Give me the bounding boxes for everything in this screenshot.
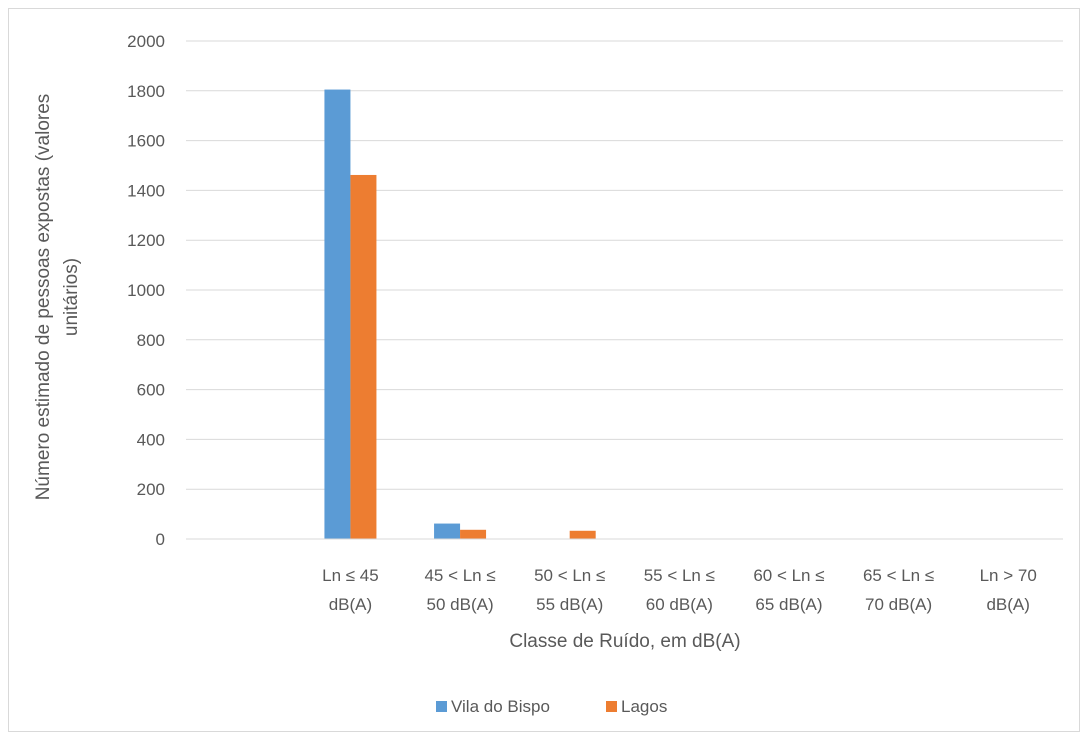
y-tick-label: 1800 <box>127 82 165 101</box>
x-tick-label: dB(A) <box>329 595 372 614</box>
y-tick-label: 800 <box>137 331 165 350</box>
x-tick-label: 45 < Ln ≤ <box>424 566 495 585</box>
chart-frame: 0 200 400 600 800 1000 1200 1400 1600 1800 2000 Ln… <box>8 8 1080 732</box>
bar <box>350 174 377 539</box>
x-tick-label: 65 dB(A) <box>755 595 822 614</box>
legend-label: Lagos <box>621 697 667 716</box>
x-tick-label: 55 dB(A) <box>536 595 603 614</box>
y-tick-label: 400 <box>137 430 165 449</box>
bar <box>460 529 487 539</box>
bar-chart: 0 200 400 600 800 1000 1200 1400 1600 1800 2000 Ln… <box>33 32 1063 716</box>
x-tick-label: Ln > 70 <box>980 566 1037 585</box>
bars <box>324 89 596 540</box>
y-tick-label: 1600 <box>127 132 165 151</box>
y-axis-ticks: 0 200 400 600 800 1000 1200 1400 1600 1800 2000 <box>127 32 165 549</box>
x-tick-label: 50 dB(A) <box>427 595 494 614</box>
x-tick-label: 70 dB(A) <box>865 595 932 614</box>
x-axis-ticks: Ln ≤ 45 dB(A) 45 < Ln ≤ 50 dB(A) 50 < Ln ≤ 55… <box>322 566 1037 614</box>
y-tick-label: 1200 <box>127 231 165 250</box>
y-axis-title-line: unitários) <box>61 258 82 336</box>
bar <box>434 523 461 539</box>
x-tick-label: 60 dB(A) <box>646 595 713 614</box>
gridlines <box>186 40 1063 490</box>
y-tick-label: 1400 <box>127 181 165 200</box>
legend-swatch <box>606 701 617 712</box>
bar <box>569 530 596 539</box>
x-axis-title: Classe de Ruído, em dB(A) <box>509 631 740 652</box>
y-tick-label: 600 <box>137 381 165 400</box>
y-tick-label: 200 <box>137 480 165 499</box>
legend-swatch <box>436 701 447 712</box>
y-axis-title-line: Número estimado de pessoas expostas (val… <box>33 94 54 501</box>
x-tick-label: 65 < Ln ≤ <box>863 566 934 585</box>
x-tick-label: 60 < Ln ≤ <box>753 566 824 585</box>
x-tick-label: 55 < Ln ≤ <box>644 566 715 585</box>
x-tick-label: 50 < Ln ≤ <box>534 566 605 585</box>
x-tick-label: dB(A) <box>986 595 1029 614</box>
y-axis-title: Número estimado de pessoas expostas (val… <box>33 94 82 501</box>
x-tick-label: Ln ≤ 45 <box>322 566 379 585</box>
legend: Vila do Bispo Lagos <box>436 697 667 716</box>
y-tick-label: 0 <box>156 530 165 549</box>
legend-label: Vila do Bispo <box>451 697 550 716</box>
y-tick-label: 2000 <box>127 32 165 51</box>
bar <box>324 89 351 540</box>
y-tick-label: 1000 <box>127 281 165 300</box>
